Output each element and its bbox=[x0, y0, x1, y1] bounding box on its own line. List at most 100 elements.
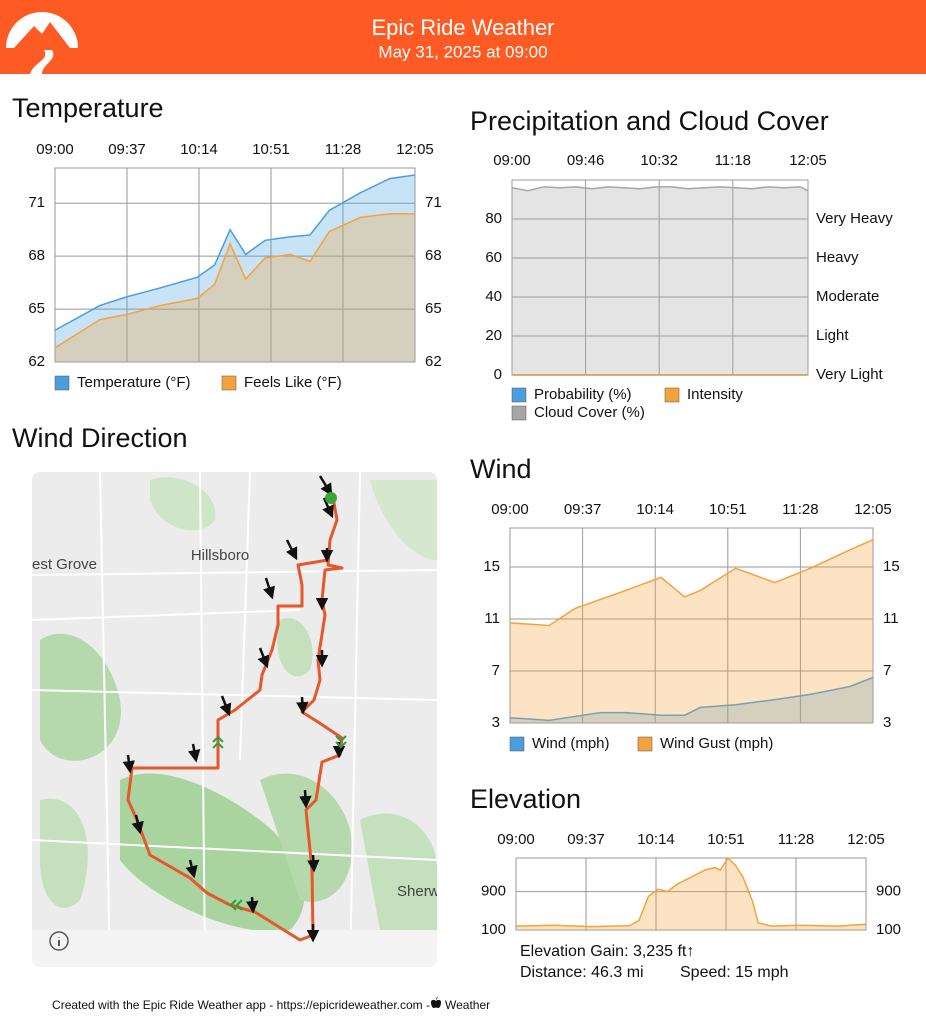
legend-label: Feels Like (°F) bbox=[244, 374, 342, 391]
legend-label: Probability (%) bbox=[534, 386, 632, 403]
area-fill bbox=[516, 858, 866, 930]
y-tick-label-right: 15 bbox=[883, 558, 900, 575]
x-tick-label: 11:28 bbox=[778, 831, 814, 848]
y-tick-label: 62 bbox=[28, 353, 45, 370]
y-tick-label: 15 bbox=[483, 558, 500, 575]
x-tick-label: 10:14 bbox=[180, 141, 218, 158]
header-bar bbox=[0, 0, 926, 74]
x-tick-label: 12:05 bbox=[789, 152, 827, 169]
chart-title: Wind bbox=[470, 454, 532, 484]
map-label: est Grove bbox=[32, 556, 97, 573]
area-fill bbox=[55, 175, 415, 362]
x-tick-label: 11:28 bbox=[782, 501, 818, 518]
area-fill bbox=[510, 677, 873, 723]
y-tick-label-right: 100 bbox=[876, 921, 901, 938]
y-tick-label: 60 bbox=[485, 249, 502, 266]
y2-tick-label: Very Heavy bbox=[816, 210, 893, 227]
x-tick-label: 12:05 bbox=[854, 501, 892, 518]
area-fill bbox=[512, 186, 808, 375]
y-tick-label: 7 bbox=[492, 662, 500, 679]
x-tick-label: 09:00 bbox=[36, 141, 74, 158]
series-line bbox=[515, 856, 867, 928]
app-title: Epic Ride Weather bbox=[371, 15, 554, 40]
footer-brand: Weather bbox=[445, 998, 490, 1012]
annotation: Distance: 46.3 mi bbox=[520, 964, 644, 981]
y-tick-label-right: 62 bbox=[425, 353, 442, 370]
map-label: Hillsboro bbox=[191, 547, 249, 564]
x-tick-label: 10:14 bbox=[636, 501, 674, 518]
chart-title: Elevation bbox=[470, 784, 581, 814]
x-tick-label: 09:00 bbox=[491, 501, 529, 518]
legend-swatch bbox=[54, 375, 70, 391]
x-tick-label: 11:28 bbox=[325, 141, 361, 158]
area-fill bbox=[55, 213, 415, 362]
area-fill bbox=[510, 539, 873, 723]
x-tick-label: 09:46 bbox=[567, 152, 605, 169]
y-tick-label-right: 68 bbox=[425, 247, 442, 264]
x-tick-label: 12:05 bbox=[847, 831, 885, 848]
y-tick-label-right: 900 bbox=[876, 883, 901, 900]
legend-swatch bbox=[221, 375, 237, 391]
legend-label: Temperature (°F) bbox=[77, 374, 191, 391]
y-tick-label-right: 7 bbox=[883, 662, 891, 679]
x-tick-label: 10:51 bbox=[707, 831, 745, 848]
y-tick-label: 71 bbox=[28, 194, 45, 211]
series-line bbox=[54, 174, 416, 331]
y-tick-label: 11 bbox=[484, 610, 500, 627]
legend-swatch bbox=[637, 736, 653, 752]
legend-label: Cloud Cover (%) bbox=[534, 404, 645, 421]
x-tick-label: 09:00 bbox=[493, 152, 531, 169]
map-title: Wind Direction bbox=[12, 423, 188, 453]
series-line bbox=[511, 186, 809, 192]
date-subtitle: May 31, 2025 at 09:00 bbox=[378, 42, 547, 61]
series-line bbox=[54, 213, 415, 349]
y-tick-label-right: 3 bbox=[883, 714, 891, 731]
annotation: Elevation Gain: 3,235 ft↑ bbox=[520, 943, 694, 960]
annotation: Speed: 15 mph bbox=[680, 964, 789, 981]
y-tick-label: 65 bbox=[28, 300, 45, 317]
y-tick-label-right: 11 bbox=[883, 610, 899, 627]
y2-tick-label: Moderate bbox=[816, 288, 879, 305]
chart-title: Precipitation and Cloud Cover bbox=[470, 106, 829, 136]
legend-swatch bbox=[511, 387, 527, 403]
y-tick-label: 40 bbox=[485, 288, 502, 305]
y-tick-label: 100 bbox=[481, 921, 506, 938]
plot-area bbox=[54, 167, 416, 363]
series-line bbox=[509, 539, 874, 627]
apple-logo bbox=[431, 997, 441, 1008]
x-tick-label: 11:18 bbox=[715, 152, 751, 169]
map-label: Sherw bbox=[397, 883, 440, 900]
y2-tick-label: Very Light bbox=[816, 366, 884, 383]
y-tick-label: 80 bbox=[485, 210, 502, 227]
y-tick-label: 0 bbox=[494, 366, 502, 383]
x-tick-label: 10:14 bbox=[637, 831, 675, 848]
legend-label: Wind Gust (mph) bbox=[660, 735, 773, 752]
y-tick-label: 68 bbox=[28, 247, 45, 264]
y-tick-label: 900 bbox=[481, 883, 506, 900]
y2-tick-label: Heavy bbox=[816, 249, 859, 266]
y-tick-label-right: 71 bbox=[425, 194, 442, 211]
chart-title: Temperature bbox=[12, 93, 164, 123]
footer-text: Created with the Epic Ride Weather app -… bbox=[52, 998, 430, 1012]
x-tick-label: 10:51 bbox=[709, 501, 747, 518]
x-tick-label: 09:37 bbox=[567, 831, 605, 848]
legend-swatch bbox=[511, 405, 527, 421]
y-tick-label: 3 bbox=[492, 714, 500, 731]
legend-label: Intensity bbox=[687, 386, 743, 403]
y-tick-label: 20 bbox=[485, 327, 502, 344]
legend-label: Wind (mph) bbox=[532, 735, 610, 752]
series-line bbox=[509, 676, 874, 722]
x-tick-label: 09:37 bbox=[564, 501, 602, 518]
plot-area bbox=[511, 179, 809, 376]
y2-tick-label: Light bbox=[816, 327, 849, 344]
plot-area bbox=[509, 527, 874, 724]
logo bbox=[6, 12, 78, 74]
x-tick-label: 09:37 bbox=[108, 141, 146, 158]
x-tick-label: 09:00 bbox=[497, 831, 535, 848]
x-tick-label: 10:51 bbox=[252, 141, 290, 158]
x-tick-label: 10:32 bbox=[640, 152, 678, 169]
y-tick-label-right: 65 bbox=[425, 300, 442, 317]
legend-swatch bbox=[509, 736, 525, 752]
